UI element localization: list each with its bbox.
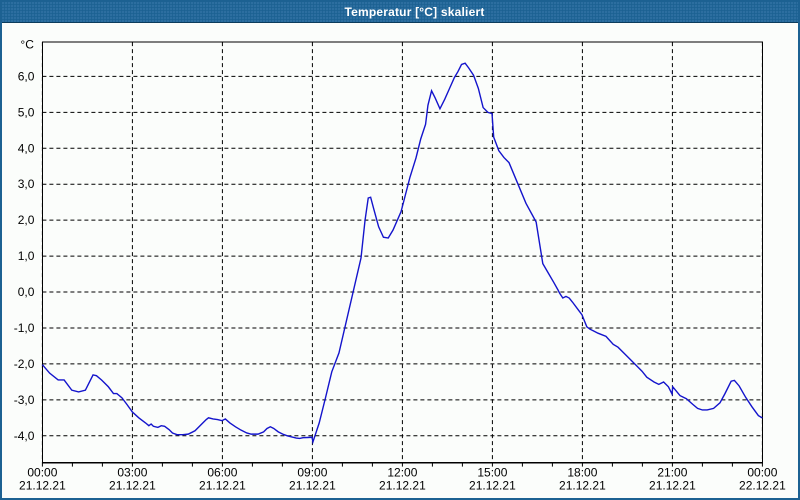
svg-text:-3,0: -3,0 xyxy=(14,393,35,407)
svg-text:21.12.21: 21.12.21 xyxy=(289,479,336,493)
svg-text:3,0: 3,0 xyxy=(18,177,35,191)
svg-text:-1,0: -1,0 xyxy=(14,321,35,335)
svg-text:22.12.21: 22.12.21 xyxy=(739,479,786,493)
svg-text:21.12.21: 21.12.21 xyxy=(199,479,246,493)
svg-text:03:00: 03:00 xyxy=(117,466,147,480)
svg-text:-2,0: -2,0 xyxy=(14,357,35,371)
svg-text:18:00: 18:00 xyxy=(567,466,597,480)
svg-text:4,0: 4,0 xyxy=(18,141,35,155)
svg-text:21.12.21: 21.12.21 xyxy=(109,479,156,493)
svg-text:00:00: 00:00 xyxy=(27,466,57,480)
svg-text:06:00: 06:00 xyxy=(207,466,237,480)
svg-text:0,0: 0,0 xyxy=(18,285,35,299)
svg-text:21.12.21: 21.12.21 xyxy=(469,479,516,493)
svg-text:21.12.21: 21.12.21 xyxy=(559,479,606,493)
svg-text:21.12.21: 21.12.21 xyxy=(649,479,696,493)
svg-text:1,0: 1,0 xyxy=(18,249,35,263)
svg-text:-4,0: -4,0 xyxy=(14,429,35,443)
svg-text:09:00: 09:00 xyxy=(297,466,327,480)
svg-text:15:00: 15:00 xyxy=(477,466,507,480)
svg-text:12:00: 12:00 xyxy=(387,466,417,480)
svg-text:2,0: 2,0 xyxy=(18,213,35,227)
svg-text:21.12.21: 21.12.21 xyxy=(19,479,66,493)
svg-text:21:00: 21:00 xyxy=(657,466,687,480)
svg-text:5,0: 5,0 xyxy=(18,105,35,119)
svg-text:00:00: 00:00 xyxy=(747,466,777,480)
svg-text:6,0: 6,0 xyxy=(18,69,35,83)
svg-text:°C: °C xyxy=(20,38,34,52)
svg-text:21.12.21: 21.12.21 xyxy=(379,479,426,493)
